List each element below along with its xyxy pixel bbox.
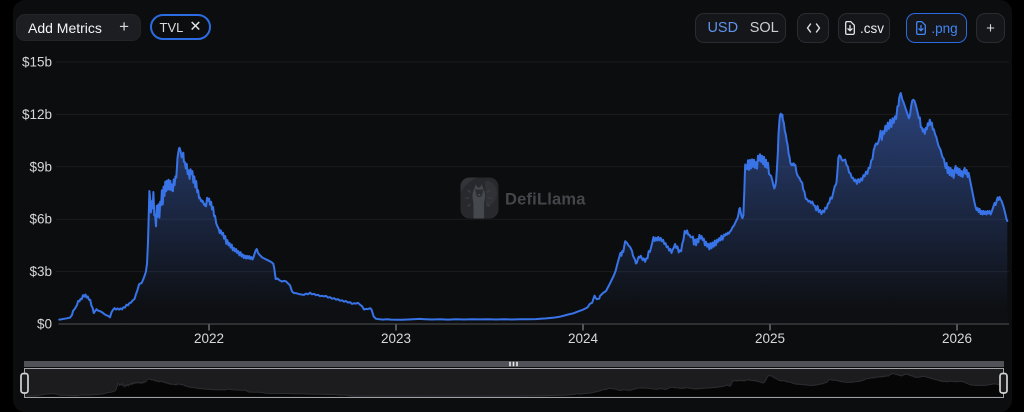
svg-text:$6b: $6b xyxy=(29,212,52,227)
svg-text:$0: $0 xyxy=(37,317,52,332)
svg-text:DefiLlama: DefiLlama xyxy=(505,191,586,209)
svg-text:2023: 2023 xyxy=(381,331,411,346)
svg-text:2024: 2024 xyxy=(568,331,599,346)
svg-text:2026: 2026 xyxy=(942,331,972,346)
svg-text:2022: 2022 xyxy=(194,331,224,346)
svg-text:$9b: $9b xyxy=(29,159,52,174)
svg-text:$12b: $12b xyxy=(22,107,52,122)
svg-text:$3b: $3b xyxy=(29,264,52,279)
svg-text:$15b: $15b xyxy=(22,55,52,70)
svg-text:2025: 2025 xyxy=(755,331,785,346)
